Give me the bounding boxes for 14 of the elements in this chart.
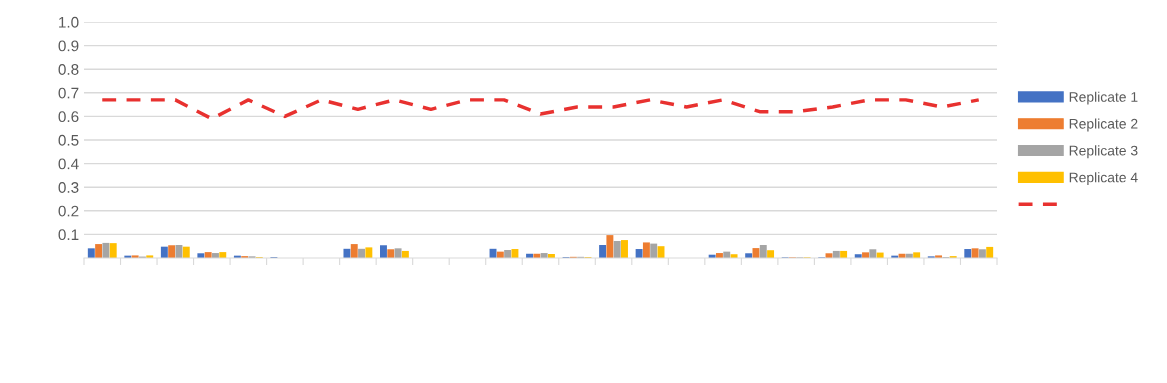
y-tick-label: 0.8 [58,64,79,75]
y-tick-label: 0.6 [58,111,79,123]
y-tick-label: 0.4 [58,158,79,170]
y-tick-label: 1.0 [59,16,79,28]
legend-label: Replicate 1 [1069,91,1138,105]
y-tick-label: 0.1 [58,229,79,241]
y-tick-label: 0.2 [58,205,79,217]
y-tick-label: 0.5 [58,134,79,146]
y-tick-label: 0.9 [58,40,79,52]
legend-label: Replicate 4 [1069,172,1138,186]
y-tick-label: 0.7 [58,87,79,99]
legend-label: Replicate 3 [1069,145,1138,159]
y-tick-label: 0.3 [58,182,79,193]
legend-label: Replicate 2 [1069,118,1138,132]
